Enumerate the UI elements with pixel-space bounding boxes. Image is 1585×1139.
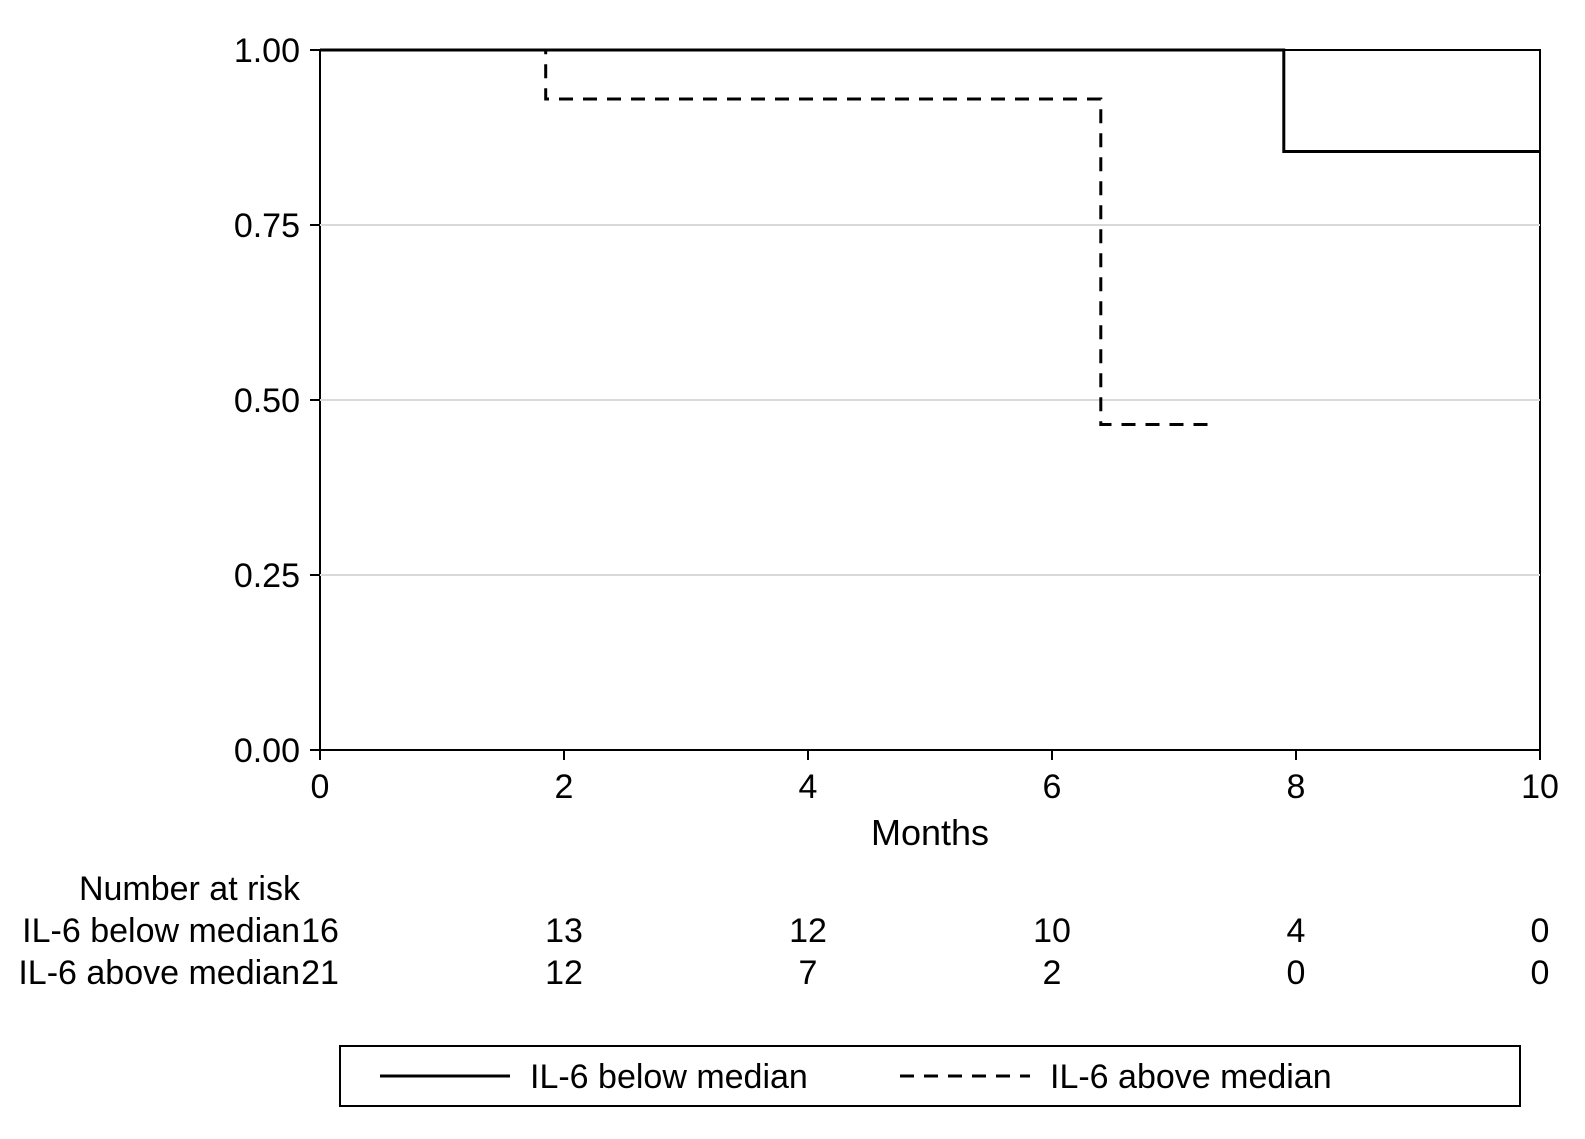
xtick-label: 10 [1521,768,1559,806]
risk-value: 12 [545,954,583,992]
xtick-label: 8 [1287,768,1306,806]
risk-title: Number at risk [79,870,301,908]
km-chart: 0.00 0.25 0.50 0.75 1.00 0 2 4 6 8 10 Months Number … [20,20,1565,1119]
risk-value: 0 [1531,954,1550,992]
risk-row-label: IL-6 below median [22,912,300,950]
risk-value: 16 [301,912,339,950]
legend-label: IL-6 above median [1050,1058,1332,1096]
risk-value: 12 [789,912,827,950]
risk-row-label: IL-6 above median [20,954,300,992]
risk-value: 0 [1287,954,1306,992]
xtick-label: 6 [1043,768,1062,806]
legend-label: IL-6 below median [530,1058,808,1096]
ytick-label: 0.50 [234,382,300,420]
ytick-label: 0.75 [234,207,300,245]
risk-value: 0 [1531,912,1550,950]
risk-value: 10 [1033,912,1071,950]
risk-value: 7 [799,954,818,992]
chart-svg: 0.00 0.25 0.50 0.75 1.00 0 2 4 6 8 10 Months Number … [20,20,1565,1119]
ytick-label: 0.25 [234,557,300,595]
xtick-label: 4 [799,768,818,806]
ytick-label: 0.00 [234,732,300,770]
xtick-label: 2 [555,768,574,806]
xtick-label: 0 [311,768,330,806]
risk-value: 21 [301,954,339,992]
risk-value: 13 [545,912,583,950]
risk-value: 2 [1043,954,1062,992]
ytick-label: 1.00 [234,32,300,70]
risk-value: 4 [1287,912,1306,950]
xlabel: Months [871,812,989,853]
